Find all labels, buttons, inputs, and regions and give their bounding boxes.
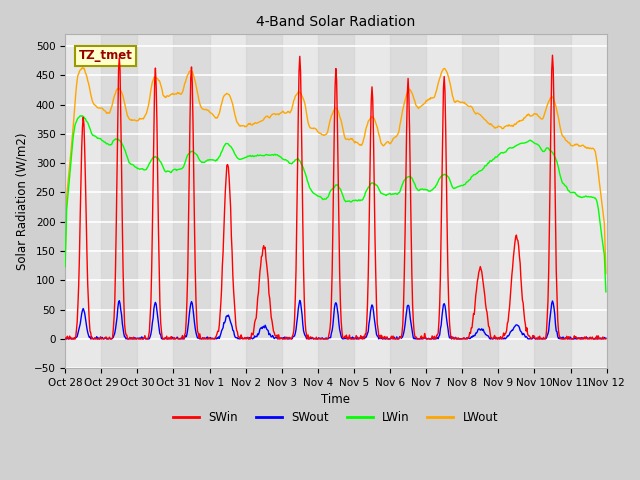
Y-axis label: Solar Radiation (W/m2): Solar Radiation (W/m2) xyxy=(15,132,28,270)
Bar xyxy=(318,35,354,368)
Bar xyxy=(534,35,570,368)
Bar xyxy=(390,35,426,368)
Bar xyxy=(246,35,282,368)
Text: TZ_tmet: TZ_tmet xyxy=(79,49,132,62)
Legend: SWin, SWout, LWin, LWout: SWin, SWout, LWin, LWout xyxy=(168,407,503,429)
X-axis label: Time: Time xyxy=(321,394,350,407)
Bar xyxy=(173,35,209,368)
Bar xyxy=(101,35,138,368)
Bar xyxy=(462,35,499,368)
Title: 4-Band Solar Radiation: 4-Band Solar Radiation xyxy=(256,15,415,29)
